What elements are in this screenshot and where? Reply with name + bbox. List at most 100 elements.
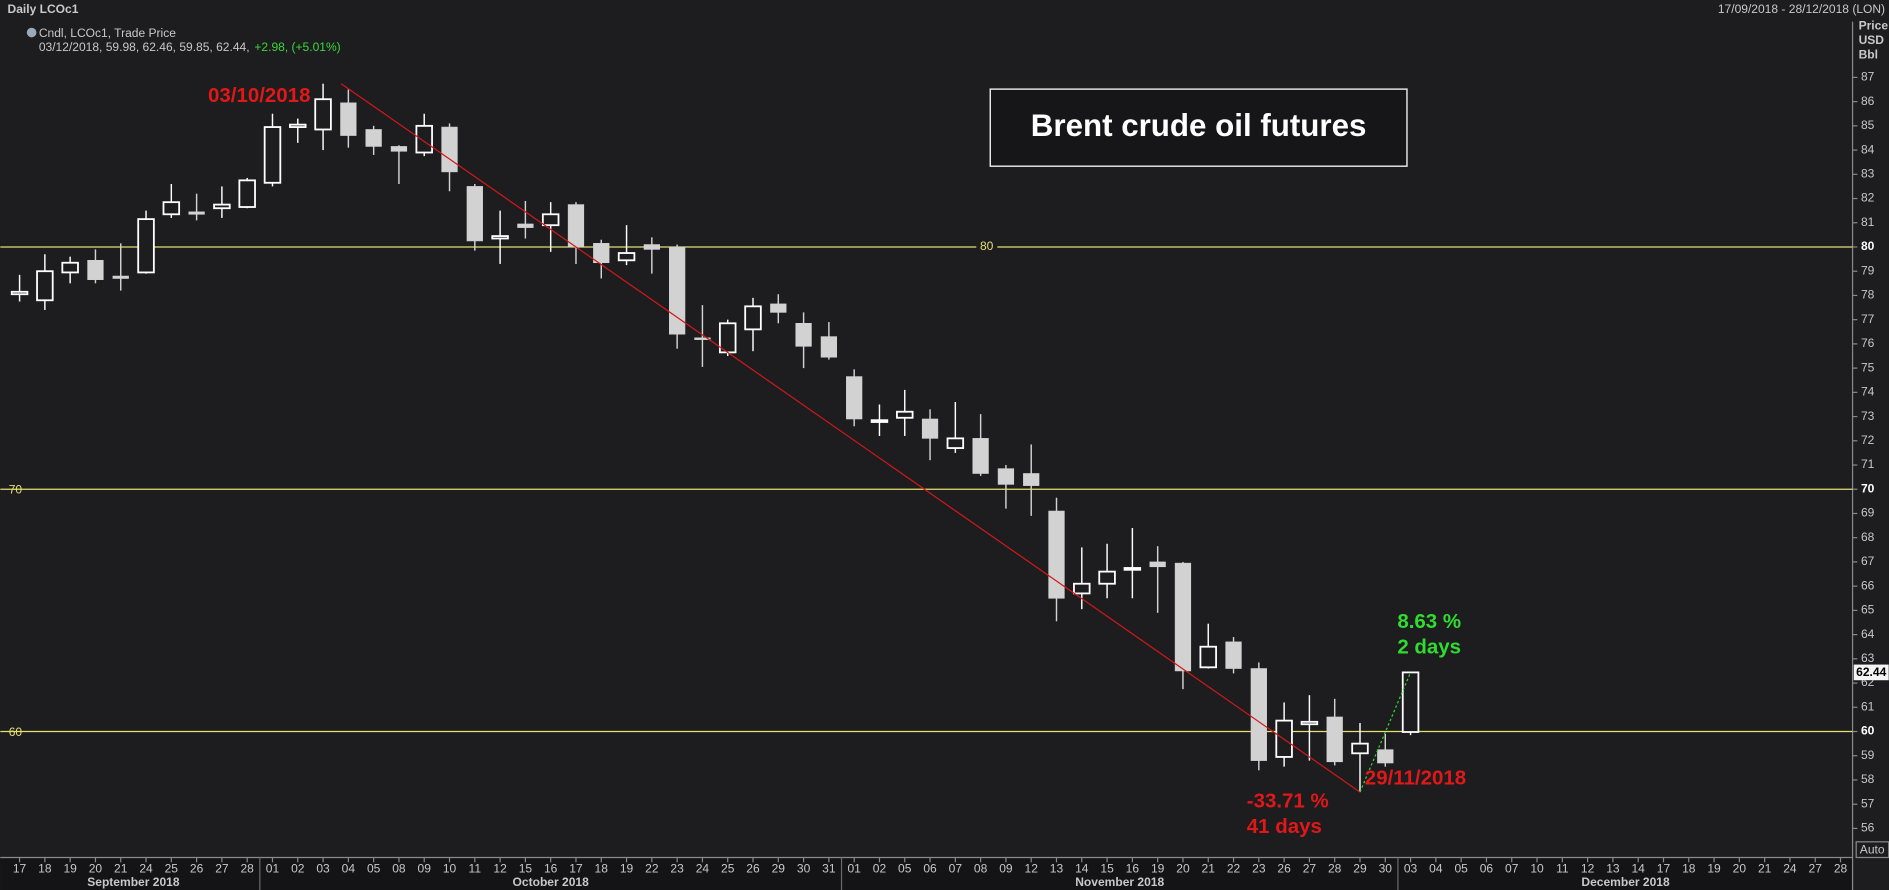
candle-body: [1123, 567, 1142, 571]
x-tick-label: 20: [1733, 862, 1747, 876]
reference-line-label: 80: [980, 239, 994, 253]
x-tick-label: 09: [999, 862, 1013, 876]
x-tick-label: 28: [240, 862, 254, 876]
x-tick-label: 12: [493, 862, 507, 876]
x-tick-label: 21: [114, 862, 128, 876]
annotation: 2 days: [1397, 635, 1461, 658]
candle-body: [390, 146, 408, 152]
x-tick-label: 20: [1176, 862, 1190, 876]
candle-body: [972, 438, 989, 474]
x-tick-label: 01: [847, 862, 861, 876]
y-tick-label: 64: [1861, 627, 1875, 641]
candle-body: [1326, 716, 1343, 763]
x-tick-label: 28: [1328, 862, 1342, 876]
x-tick-label: 06: [1480, 862, 1494, 876]
x-tick-label: 17: [569, 862, 583, 876]
x-tick-label: 09: [418, 862, 432, 876]
x-tick-label: 23: [1252, 862, 1266, 876]
candle-body: [87, 260, 104, 280]
y-tick-label: 85: [1861, 118, 1875, 132]
x-tick-label: 19: [1151, 862, 1165, 876]
annotation: 03/10/2018: [208, 84, 310, 107]
x-tick-label: 26: [746, 862, 760, 876]
x-tick-label: 07: [1505, 862, 1519, 876]
candle-body: [1199, 645, 1217, 669]
candle-body: [870, 419, 889, 423]
x-tick-label: 14: [1075, 862, 1089, 876]
candle-body: [441, 126, 458, 173]
x-tick-label: 20: [89, 862, 103, 876]
x-tick-label: 05: [367, 862, 381, 876]
x-tick-label: 26: [1277, 862, 1291, 876]
annotation: 41 days: [1247, 815, 1322, 838]
series-description: Cndl, LCOc1, Trade Price: [39, 26, 176, 40]
x-tick-label: 08: [974, 862, 988, 876]
x-tick-label: 24: [696, 862, 710, 876]
x-axis-band: [0, 857, 1853, 890]
y-tick-label: 84: [1861, 142, 1875, 156]
x-tick-label: 21: [1758, 862, 1772, 876]
candle-body: [1073, 582, 1091, 595]
candle-body: [795, 322, 812, 347]
candle-body: [744, 305, 762, 331]
candle-body: [137, 218, 155, 274]
y-tick-label: 81: [1861, 215, 1875, 229]
x-tick-label: 22: [645, 862, 659, 876]
x-tick-label: 14: [1631, 862, 1645, 876]
x-tick-label: 18: [38, 862, 52, 876]
x-tick-label: 13: [1606, 862, 1620, 876]
box-title: Brent crude oil futures: [1031, 108, 1367, 143]
date-range: 17/09/2018 - 28/12/2018 (LON): [1718, 2, 1885, 16]
x-tick-label: 10: [443, 862, 457, 876]
x-tick-label: 04: [342, 862, 356, 876]
month-label: November 2018: [1075, 875, 1164, 889]
x-tick-label: 19: [63, 862, 77, 876]
scale-button-label[interactable]: Auto: [1860, 842, 1885, 856]
decline-trend-line: [340, 83, 1361, 793]
candle-body: [997, 468, 1015, 485]
y-label-line: Price: [1859, 19, 1889, 33]
y-tick-label: 66: [1861, 578, 1875, 592]
candle-body: [896, 410, 914, 419]
x-tick-label: 27: [1303, 862, 1317, 876]
candle-body: [567, 204, 585, 248]
x-tick-label: 06: [923, 862, 937, 876]
y-tick-label: 83: [1861, 166, 1875, 180]
x-tick-label: 04: [1429, 862, 1443, 876]
x-tick-label: 25: [721, 862, 735, 876]
candle-body: [921, 418, 939, 439]
candle-body: [846, 376, 863, 420]
x-tick-label: 29: [772, 862, 786, 876]
annotation: 29/11/2018: [1365, 767, 1466, 790]
candle-body: [770, 303, 787, 313]
y-tick-label: 56: [1861, 821, 1875, 835]
x-tick-label: 02: [873, 862, 887, 876]
candle-body: [365, 129, 382, 147]
candle-body: [1377, 749, 1394, 764]
x-tick-label: 01: [266, 862, 280, 876]
candle-body: [1351, 742, 1369, 755]
rebound-trend-line: [1359, 672, 1412, 793]
candle-body: [289, 123, 307, 128]
y-tick-label: 73: [1861, 409, 1875, 423]
candle-body: [1300, 720, 1319, 726]
candle-body: [415, 124, 433, 154]
candle-body: [541, 213, 560, 227]
y-tick-label: 65: [1861, 603, 1875, 617]
reference-line-label: 70: [9, 483, 23, 497]
title-box: [989, 88, 1408, 167]
last-price-tag: [1853, 664, 1889, 681]
y-label-line: Bbl: [1859, 48, 1878, 62]
x-tick-label: 24: [1783, 862, 1797, 876]
x-tick-label: 16: [1126, 862, 1140, 876]
y-tick-label: 82: [1861, 191, 1875, 205]
last-info: 03/12/2018, 59.98, 62.46, 59.85, 62.44, +…: [39, 40, 341, 54]
x-tick-label: 05: [898, 862, 912, 876]
x-tick-label: 12: [1581, 862, 1595, 876]
candle-body: [188, 211, 205, 215]
candle-body: [1401, 671, 1420, 733]
y-tick-label: 76: [1861, 336, 1875, 350]
series-icon: [26, 27, 37, 38]
x-tick-label: 03: [316, 862, 330, 876]
